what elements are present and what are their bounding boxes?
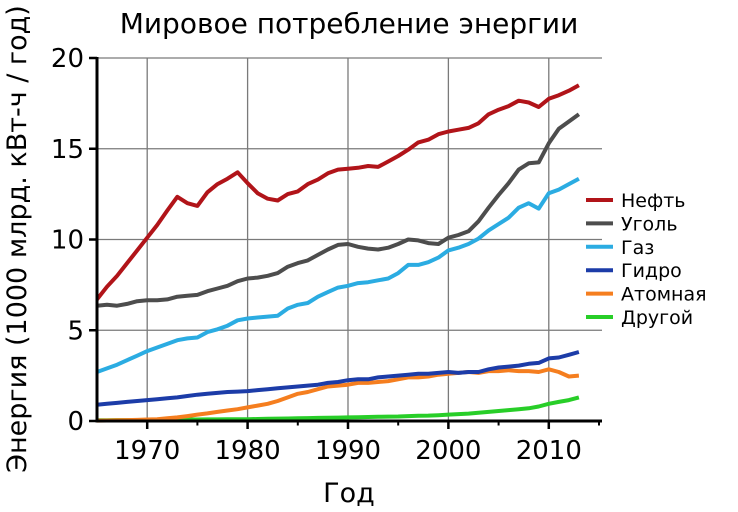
legend-item-coal: Уголь — [586, 213, 678, 235]
legend-label-other: Другой — [621, 307, 693, 329]
chart-title: Мировое потребление энергии — [120, 7, 579, 40]
legend-item-oil: Нефть — [586, 190, 686, 212]
y-tick-label-10: 10 — [51, 226, 84, 256]
legend-label-nuclear: Атомная — [621, 284, 707, 306]
series-line-hydro — [96, 350, 580, 407]
legend-item-gas: Газ — [586, 237, 654, 259]
series-layer — [95, 83, 581, 423]
legend-label-oil: Нефть — [621, 190, 686, 212]
legend-label-gas: Газ — [621, 237, 654, 259]
x-tick-label-1990: 1990 — [315, 436, 381, 466]
x-tick-label-2010: 2010 — [516, 436, 582, 466]
x-tick-label-1970: 1970 — [114, 436, 180, 466]
series-line-nuclear — [96, 367, 580, 423]
x-tick-label-1980: 1980 — [215, 436, 281, 466]
legend-item-hydro: Гидро — [586, 260, 682, 282]
x-tick-label-2000: 2000 — [415, 436, 481, 466]
y-tick-label-5: 5 — [67, 316, 84, 346]
y-tick-label-0: 0 — [67, 407, 84, 437]
legend-item-other: Другой — [586, 307, 693, 329]
legend-label-hydro: Гидро — [621, 260, 682, 282]
grid-layer — [97, 57, 602, 421]
y-axis-label: Энергия (1000 млрд. кВт-ч / год) — [2, 5, 33, 473]
y-tick-label-20: 20 — [51, 44, 84, 74]
y-tick-label-15: 15 — [51, 135, 84, 165]
axis-layer: 0 5 10 15 20 1970 1980 1990 2000 2010 — [51, 44, 602, 466]
series-line-oil — [95, 83, 580, 301]
series-line-gas — [96, 176, 580, 374]
x-axis-label: Год — [323, 478, 375, 509]
legend-item-nuclear: Атомная — [586, 284, 707, 306]
legend-label-coal: Уголь — [621, 213, 678, 235]
series-line-coal — [96, 112, 581, 308]
